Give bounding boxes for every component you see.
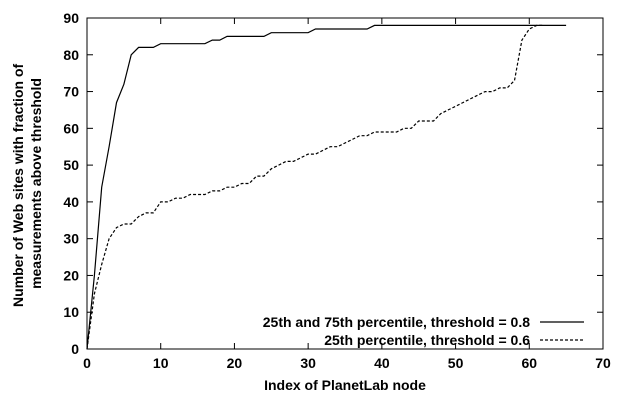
series-line-1 xyxy=(86,24,567,350)
y-tick-label: 50 xyxy=(63,157,79,173)
y-tick-label: 10 xyxy=(63,304,79,320)
x-tick-label: 60 xyxy=(521,355,537,371)
y-axis: 0 10 20 30 40 50 60 70 80 90 xyxy=(63,10,603,357)
x-axis: 0 10 20 30 40 50 60 70 xyxy=(83,18,611,371)
x-tick-label: 70 xyxy=(595,355,611,371)
y-tick-label: 70 xyxy=(63,84,79,100)
y-tick-label: 90 xyxy=(63,10,79,26)
series-layer xyxy=(86,24,567,350)
plot-frame xyxy=(86,17,604,350)
x-tick-label: 30 xyxy=(300,355,316,371)
series-line-2 xyxy=(86,24,544,350)
legend-label-2: 25th percentile, threshold = 0.6 xyxy=(324,332,530,348)
y-tick-label: 20 xyxy=(63,267,79,283)
y-tick-label: 0 xyxy=(71,341,79,357)
x-tick-label: 20 xyxy=(227,355,243,371)
x-tick-label: 50 xyxy=(448,355,464,371)
y-tick-label: 30 xyxy=(63,231,79,247)
x-tick-label: 10 xyxy=(153,355,169,371)
x-tick-label: 0 xyxy=(83,355,91,371)
legend-label-1: 25th and 75th percentile, threshold = 0.… xyxy=(263,314,530,330)
y-tick-label: 80 xyxy=(63,47,79,63)
y-axis-title-line-1: Number of Web sites with fraction of xyxy=(10,64,26,308)
legend: 25th and 75th percentile, threshold = 0.… xyxy=(263,314,584,348)
y-tick-label: 40 xyxy=(63,194,79,210)
x-tick-label: 40 xyxy=(374,355,390,371)
x-axis-title: Index of PlanetLab node xyxy=(264,377,426,393)
y-axis-title: Number of Web sites with fraction of mea… xyxy=(10,60,44,307)
y-axis-title-line-2: measurements above threshold xyxy=(28,78,44,289)
y-tick-label: 60 xyxy=(63,120,79,136)
plot-area xyxy=(86,17,604,350)
